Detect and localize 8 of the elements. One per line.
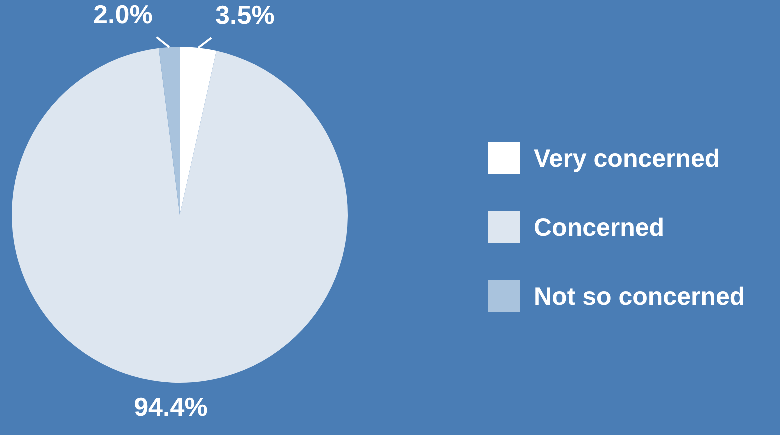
legend-label: Concerned — [534, 214, 665, 242]
pie-slice — [12, 48, 348, 383]
pie-slice — [158, 47, 180, 215]
data-label: 94.4% — [134, 392, 208, 422]
data-label: 2.0% — [94, 0, 153, 30]
legend-label: Very concerned — [534, 144, 720, 173]
data-label: 3.5% — [216, 0, 275, 30]
legend-label: Not so concerned — [534, 282, 746, 311]
